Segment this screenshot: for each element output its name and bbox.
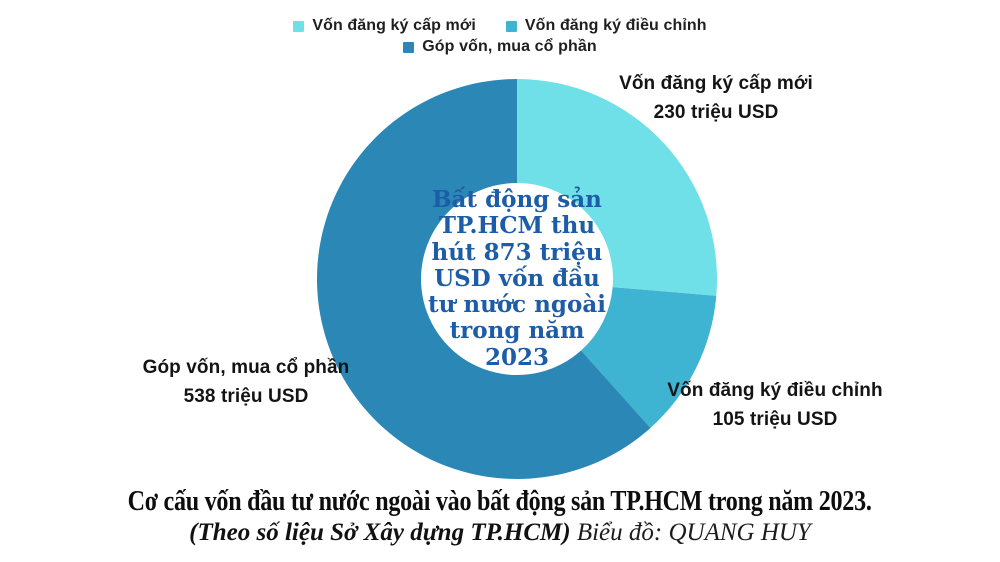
chart-title-text: Cơ cấu vốn đầu tư nước ngoài vào bất độn… [127,486,873,517]
legend-item-gop-von: Góp vốn, mua cổ phần [403,38,597,56]
author-credit-text: Biểu đồ: QUANG HUY [570,519,811,546]
legend-swatch-icon [505,20,517,32]
chart-source-credit: (Theo số liệu Sở Xây dựng TP.HCM) Biểu đ… [0,519,1000,547]
donut-chart [316,79,717,479]
legend-label: Góp vốn, mua cổ phần [422,38,597,55]
chart-title: Cơ cấu vốn đầu tư nước ngoài vào bất độn… [0,486,1000,518]
legend-label: Vốn đăng ký cấp mới [312,17,476,34]
legend-row-2: Góp vốn, mua cổ phần [403,38,597,56]
legend-label: Vốn đăng ký điều chỉnh [524,17,707,34]
slice-callout-dieu-chinh: Vốn đăng ký điều chỉnh 105 triệu USD [645,377,905,434]
donut-svg [316,79,717,479]
legend-item-cap-moi: Vốn đăng ký cấp mới [293,17,476,35]
slice-callout-title: Góp vốn, mua cổ phần [142,357,350,378]
donut-slice-0 [517,79,717,296]
legend-row-1: Vốn đăng ký cấp mới Vốn đăng ký điều chỉ… [293,17,707,35]
donut-slice-1 [581,287,717,428]
slice-callout-value: 538 triệu USD [183,385,309,407]
donut-center-text: Bất động sản TP.HCM thu hút 873 triệu US… [428,186,606,371]
slice-callout-title: Vốn đăng ký điều chỉnh [667,380,883,401]
slice-callout-gop-von: Góp vốn, mua cổ phần 538 triệu USD [116,354,376,411]
legend-swatch-icon [293,20,305,32]
slice-callout-cap-moi: Vốn đăng ký cấp mới 230 triệu USD [586,70,846,127]
donut-slice-2 [316,79,651,479]
legend-item-dieu-chinh: Vốn đăng ký điều chỉnh [505,17,707,35]
chart-legend: Vốn đăng ký cấp mới Vốn đăng ký điều chỉ… [0,17,1000,56]
slice-callout-value: 105 triệu USD [712,408,838,430]
slice-callout-value: 230 triệu USD [653,101,779,123]
legend-swatch-icon [403,41,415,53]
data-source-text: (Theo số liệu Sở Xây dựng TP.HCM) [189,519,571,546]
slice-callout-title: Vốn đăng ký cấp mới [619,73,813,94]
